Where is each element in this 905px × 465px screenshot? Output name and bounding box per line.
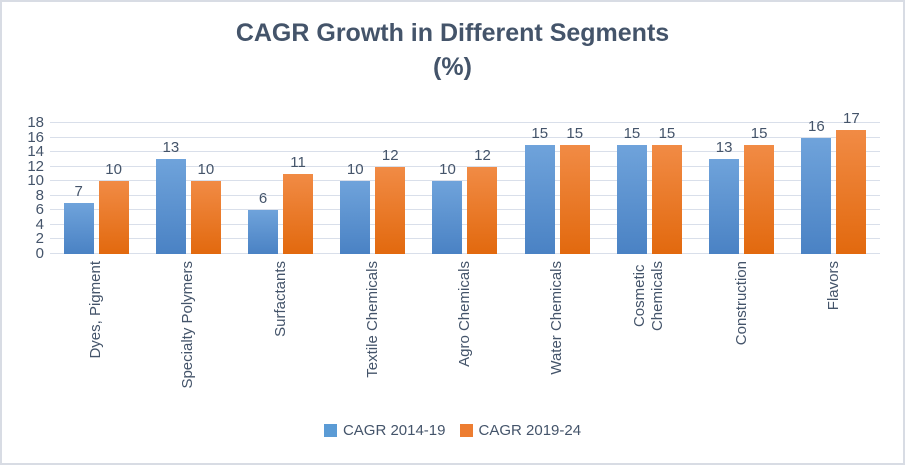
gridline [50, 223, 880, 225]
gridline [50, 209, 880, 211]
bar-cagr-2014-19: 13 [155, 139, 186, 254]
y-axis-tick-label: 4 [35, 215, 44, 233]
bar-value-label: 10 [105, 161, 122, 179]
bar-cagr-2019-24: 12 [467, 147, 498, 254]
bar-value-label: 11 [290, 153, 306, 171]
bar-value-label: 10 [197, 161, 215, 179]
bar-cagr-2019-24: 15 [744, 125, 775, 254]
bar-group: 15 15 [511, 123, 603, 254]
category-label: Construction [732, 261, 750, 346]
y-axis-tick-label: 18 [27, 114, 44, 131]
bar-group: 10 12 [419, 123, 511, 254]
bar-value-label: 10 [439, 161, 456, 179]
legend-item: CAGR 2019-24 [459, 422, 582, 439]
category-cell: Textile Chemicals [327, 261, 419, 411]
bar-value-label: 10 [346, 161, 364, 179]
bar-cagr-2019-24: 10 [190, 161, 221, 254]
bar-value-label: 15 [658, 124, 676, 142]
category-label: Dyes, Pigment [87, 261, 105, 359]
category-label: Agro Chemicals [455, 261, 473, 367]
bar-value-label: 12 [381, 146, 399, 164]
legend-label: CAGR 2019-24 [478, 422, 582, 439]
bar-value-label: 7 [74, 183, 83, 201]
plot-area [50, 122, 880, 254]
category-label: Specialty Polymers [179, 261, 197, 389]
legend-swatch [459, 424, 473, 437]
bar-value-label: 13 [162, 139, 180, 157]
bar-group: 13 10 [142, 123, 234, 254]
category-cell: Flavors [788, 261, 880, 411]
y-axis-tick-label: 12 [27, 157, 44, 175]
bar-groups: 7 10 13 10 6 11 10 12 10 12 15 15 15 15 13 15 16 17 [50, 110, 880, 254]
legend: CAGR 2014-19 CAGR 2019-24 [2, 422, 903, 439]
bar-cagr-2014-19: 10 [432, 161, 463, 254]
bar-group: 7 10 [50, 123, 142, 254]
bar-cagr-2019-24: 10 [98, 161, 129, 254]
gridline [50, 253, 880, 254]
bar-group: 16 17 [788, 110, 880, 254]
bar-cagr-2014-19: 15 [524, 125, 555, 254]
bar-cagr-2014-19: 6 [248, 190, 279, 254]
bar-cagr-2019-24: 15 [651, 125, 682, 254]
category-cell: Construction [696, 261, 788, 411]
bar-value-label: 15 [531, 124, 549, 142]
bar-cagr-2014-19: 10 [340, 161, 371, 254]
bar-cagr-2019-24: 11 [283, 154, 314, 254]
category-label: Surfactants [271, 261, 289, 337]
bar-value-label: 15 [566, 124, 584, 142]
gridline [50, 165, 880, 167]
bar-cagr-2014-19: 13 [709, 139, 740, 254]
legend-label: CAGR 2014-19 [342, 422, 446, 439]
bar-group: 13 15 [696, 123, 788, 254]
gridline [50, 122, 880, 123]
category-label: Textile Chemicals [363, 261, 381, 378]
y-axis-tick-label: 10 [27, 172, 44, 190]
bar-group: 6 11 [234, 123, 326, 254]
chart-title-line1: CAGR Growth in Different Segments [235, 19, 670, 47]
category-cell: Water Chemicals [511, 261, 603, 411]
bar-cagr-2014-19: 15 [616, 125, 647, 254]
bar-value-label: 16 [808, 117, 825, 135]
bar-cagr-2014-19: 16 [801, 118, 832, 254]
gridline [50, 151, 880, 153]
bar-value-label: 12 [474, 146, 491, 164]
chart-title: CAGR Growth in Different Segments (%) [2, 16, 903, 84]
x-axis-labels: Dyes, Pigment Specialty Polymers Surfactan… [50, 261, 880, 411]
gridline [50, 238, 880, 240]
bar-value-label: 15 [623, 124, 641, 142]
bar-value-label: 17 [843, 110, 860, 128]
bar-group: 15 15 [603, 123, 695, 254]
bar-value-label: 6 [258, 190, 268, 208]
category-cell: Specialty Polymers [142, 261, 234, 411]
bar-cagr-2019-24: 17 [836, 110, 867, 254]
bar-group: 10 12 [327, 123, 419, 254]
chart-title-line2: (%) [433, 53, 472, 81]
bar-value-label: 13 [715, 139, 733, 157]
category-label: Water Chemicals [548, 261, 566, 375]
gridline [50, 136, 880, 138]
category-cell: Cosmetic Chemicals [603, 261, 695, 411]
category-label: Flavors [824, 261, 842, 311]
y-axis-tick-label: 14 [27, 143, 44, 161]
bar-value-label: 15 [750, 124, 768, 142]
category-cell: Dyes, Pigment [50, 261, 142, 411]
y-axis-tick-label: 8 [35, 186, 44, 204]
y-axis-tick-label: 16 [27, 128, 44, 146]
bar-cagr-2019-24: 12 [375, 147, 406, 254]
gridline [50, 180, 880, 182]
y-axis: 0 2 4 6 8 10 12 14 16 18 [2, 114, 44, 262]
category-cell: Agro Chemicals [419, 261, 511, 411]
category-label: Cosmetic Chemicals [631, 261, 667, 332]
bar-cagr-2019-24: 15 [559, 125, 590, 254]
y-axis-tick-label: 0 [35, 245, 44, 262]
bar-cagr-2014-19: 7 [63, 183, 94, 254]
y-axis-tick-label: 2 [35, 230, 44, 248]
category-cell: Surfactants [234, 261, 326, 411]
legend-item: CAGR 2014-19 [323, 422, 446, 439]
y-axis-tick-label: 6 [35, 201, 44, 219]
legend-swatch [323, 424, 337, 437]
gridline [50, 194, 880, 196]
